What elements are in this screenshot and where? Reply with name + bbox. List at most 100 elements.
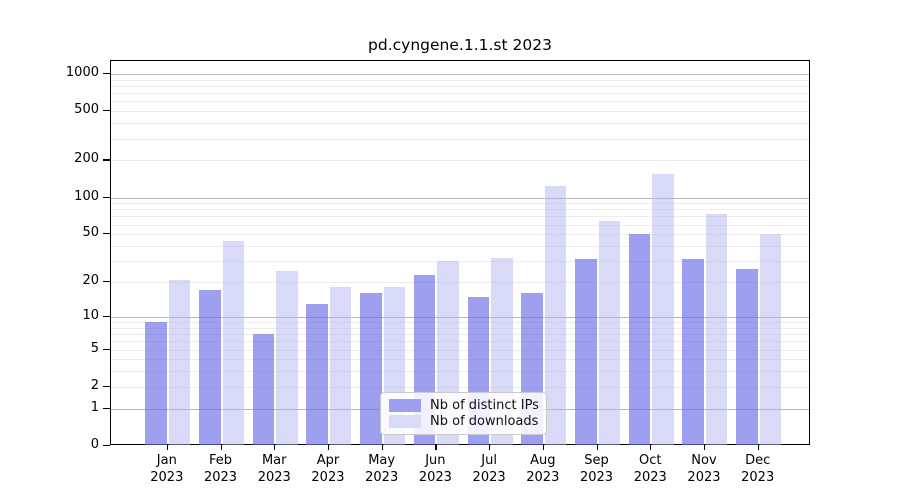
x-tick-month: Feb <box>209 453 233 468</box>
x-tick-mark <box>274 445 276 450</box>
x-tick-year: 2023 <box>365 469 399 485</box>
x-tick-mark <box>166 445 168 450</box>
x-tick-year: 2023 <box>472 469 506 485</box>
y-tick-label: 1 <box>90 399 99 415</box>
x-tick-month: Apr <box>316 453 340 468</box>
minor-gridline <box>111 209 809 211</box>
minor-gridline <box>111 123 809 125</box>
x-tick-month: Jul <box>481 453 497 468</box>
legend-label-1: Nb of downloads <box>430 414 539 429</box>
x-tick-label: Oct 2023 <box>618 453 682 486</box>
y-tick-mark <box>103 315 110 318</box>
bar-nb-of-distinct-ips-may <box>360 293 382 445</box>
y-tick-mark <box>103 281 110 283</box>
bar-nb-of-distinct-ips-mar <box>252 334 275 445</box>
bar-nb-of-downloads-dec <box>759 234 782 445</box>
bar-nb-of-downloads-aug <box>544 185 567 445</box>
bar-nb-of-distinct-ips-feb <box>199 290 221 445</box>
y-tick-label: 100 <box>74 188 99 204</box>
x-tick-year: 2023 <box>687 469 721 485</box>
bar-nb-of-distinct-ips-jan <box>145 322 167 445</box>
y-tick-label: 5 <box>90 340 99 356</box>
minor-gridline <box>111 224 809 226</box>
y-tick-mark <box>103 159 110 161</box>
y-tick-mark <box>103 110 110 112</box>
y-tick-label: 50 <box>82 225 99 241</box>
major-gridline <box>111 74 809 75</box>
x-tick-mark <box>381 445 383 450</box>
legend-item-downloads: Nb of downloads <box>389 414 538 429</box>
x-tick-year: 2023 <box>579 469 614 485</box>
x-tick-mark <box>542 445 544 450</box>
x-tick-label: Feb 2023 <box>189 453 253 486</box>
plot-area <box>110 60 810 445</box>
minor-gridline <box>111 138 809 140</box>
x-tick-month: Sep <box>584 453 609 468</box>
minor-gridline <box>111 111 809 113</box>
x-tick-label: Mar 2023 <box>242 453 306 486</box>
x-tick-month: Nov <box>691 453 717 468</box>
minor-gridline <box>111 234 809 236</box>
x-tick-month: Jan <box>156 453 177 468</box>
y-tick-mark <box>103 385 110 388</box>
x-tick-year: 2023 <box>418 469 452 485</box>
minor-gridline <box>111 246 809 248</box>
legend: Nb of distinct IPs Nb of downloads <box>380 392 547 435</box>
legend-swatch-0 <box>389 399 421 412</box>
x-tick-mark <box>327 445 330 450</box>
x-tick-mark <box>220 445 222 450</box>
bar-nb-of-downloads-apr <box>329 287 352 445</box>
bar-nb-of-distinct-ips-nov <box>682 259 704 445</box>
bar-nb-of-distinct-ips-sep <box>575 259 597 445</box>
bar-nb-of-distinct-ips-apr <box>306 303 328 445</box>
minor-gridline <box>111 79 809 81</box>
x-tick-label: Nov 2023 <box>672 453 736 486</box>
x-tick-year: 2023 <box>150 469 184 485</box>
y-tick-mark <box>103 196 110 198</box>
y-tick-label: 1000 <box>65 65 99 80</box>
x-tick-mark <box>489 445 491 450</box>
x-tick-month: Dec <box>745 453 771 468</box>
minor-gridline <box>111 216 809 218</box>
y-tick-label: 200 <box>74 151 99 167</box>
y-tick-label: 20 <box>82 273 99 289</box>
x-tick-year: 2023 <box>633 469 667 485</box>
x-tick-label: Apr 2023 <box>296 453 360 486</box>
x-tick-month: Mar <box>261 453 287 468</box>
x-tick-year: 2023 <box>311 469 345 485</box>
legend-label-0: Nb of distinct IPs <box>430 398 539 413</box>
x-tick-month: May <box>368 453 396 468</box>
x-tick-label: Jul 2023 <box>457 453 521 486</box>
x-tick-label: Jan 2023 <box>135 453 199 486</box>
x-tick-year: 2023 <box>526 469 560 485</box>
y-tick-mark <box>103 348 110 350</box>
legend-swatch-1 <box>389 415 421 428</box>
x-tick-mark <box>650 445 652 450</box>
y-tick-label: 500 <box>74 102 99 118</box>
minor-gridline <box>111 101 809 103</box>
bar-nb-of-distinct-ips-oct <box>628 234 651 445</box>
bar-nb-of-distinct-ips-dec <box>736 268 758 445</box>
x-tick-label: May 2023 <box>350 453 414 486</box>
bar-nb-of-downloads-oct <box>652 174 674 445</box>
bar-nb-of-downloads-sep <box>598 221 621 445</box>
minor-gridline <box>111 203 809 205</box>
x-tick-label: Jun 2023 <box>403 453 467 486</box>
y-tick-mark <box>103 407 110 409</box>
bar-nb-of-downloads-mar <box>276 270 298 445</box>
x-tick-year: 2023 <box>741 469 775 485</box>
y-tick-label: 10 <box>82 307 99 323</box>
minor-gridline <box>111 282 809 284</box>
x-tick-month: Jun <box>425 453 446 468</box>
x-tick-year: 2023 <box>257 469 291 485</box>
chart-title: pd.cyngene.1.1.st 2023 <box>368 36 552 54</box>
y-tick-mark <box>103 445 110 447</box>
y-tick-mark <box>103 73 110 75</box>
minor-gridline <box>111 160 809 162</box>
minor-gridline <box>111 261 809 263</box>
major-gridline <box>111 197 809 199</box>
x-tick-label: Dec 2023 <box>726 453 790 486</box>
bar-nb-of-downloads-feb <box>222 241 245 445</box>
minor-gridline <box>111 93 809 95</box>
